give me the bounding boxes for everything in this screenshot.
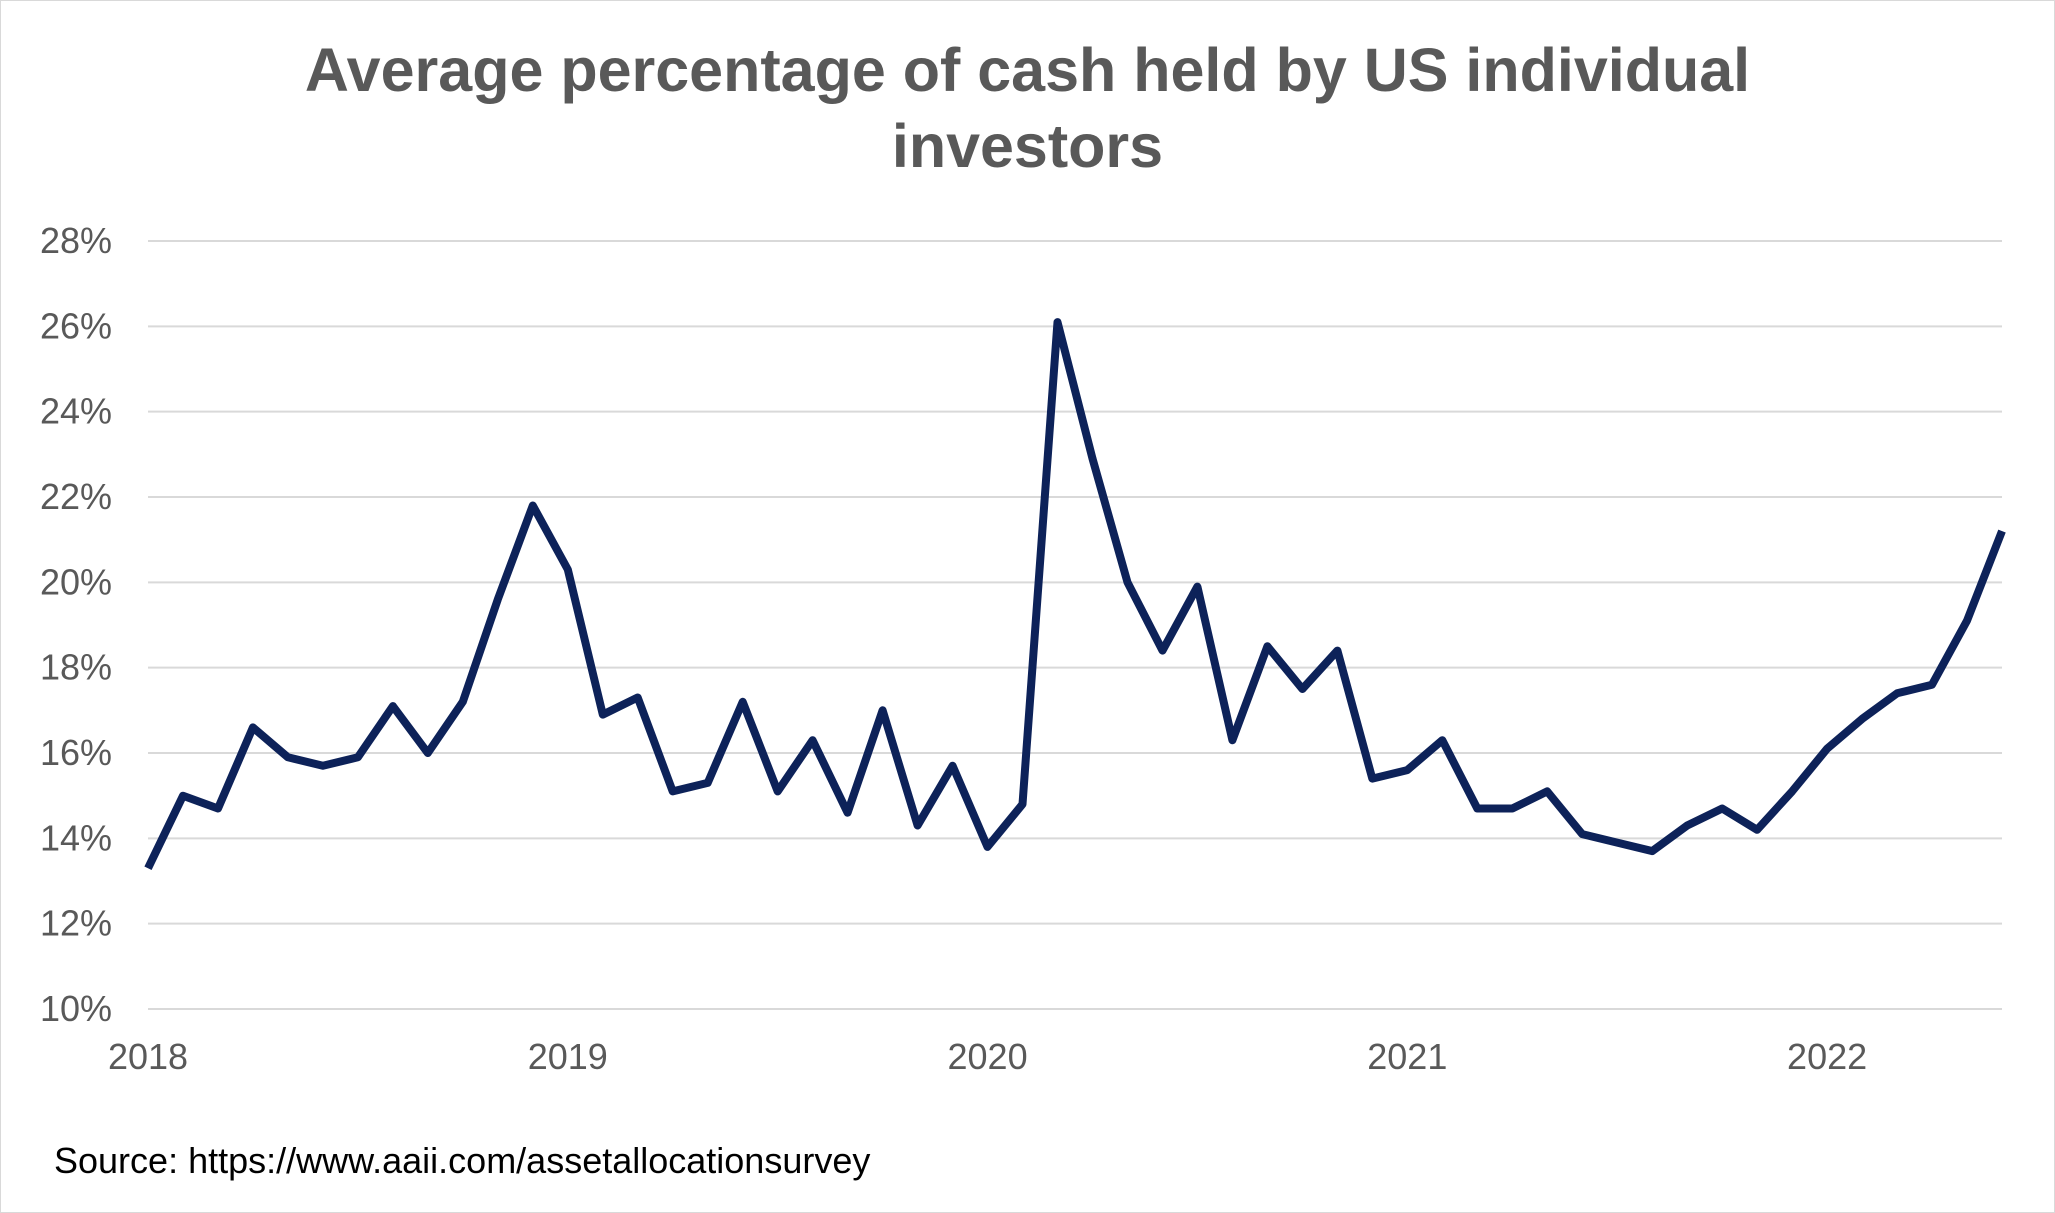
x-axis-ticks: 2018 2019 2020 2021 2022 <box>108 1036 1867 1077</box>
series-layer <box>144 318 2006 870</box>
y-tick-label: 14% <box>40 817 112 858</box>
source-note: Source: https://www.aaii.com/assetalloca… <box>54 1140 871 1181</box>
x-tick-label: 2019 <box>528 1036 608 1077</box>
y-tick-label: 26% <box>40 305 112 346</box>
y-axis-ticks: 10% 12% 14% 16% 18% 20% 22% 24% 26% 28% <box>40 220 112 1029</box>
x-tick-label: 2022 <box>1787 1036 1867 1077</box>
series-line-0 <box>144 318 2006 870</box>
x-tick-label: 2018 <box>108 1036 188 1077</box>
y-tick-label: 12% <box>40 903 112 944</box>
y-tick-label: 28% <box>40 220 112 261</box>
y-tick-label: 10% <box>40 988 112 1029</box>
y-tick-label: 24% <box>40 391 112 432</box>
y-tick-label: 18% <box>40 647 112 688</box>
y-tick-label: 22% <box>40 476 112 517</box>
y-tick-label: 20% <box>40 561 112 602</box>
y-tick-label: 16% <box>40 732 112 773</box>
chart-title: Average percentage of cash held by US in… <box>304 36 1751 180</box>
gridlines <box>148 240 2002 1010</box>
x-tick-label: 2020 <box>948 1036 1028 1077</box>
x-tick-label: 2021 <box>1367 1036 1447 1077</box>
